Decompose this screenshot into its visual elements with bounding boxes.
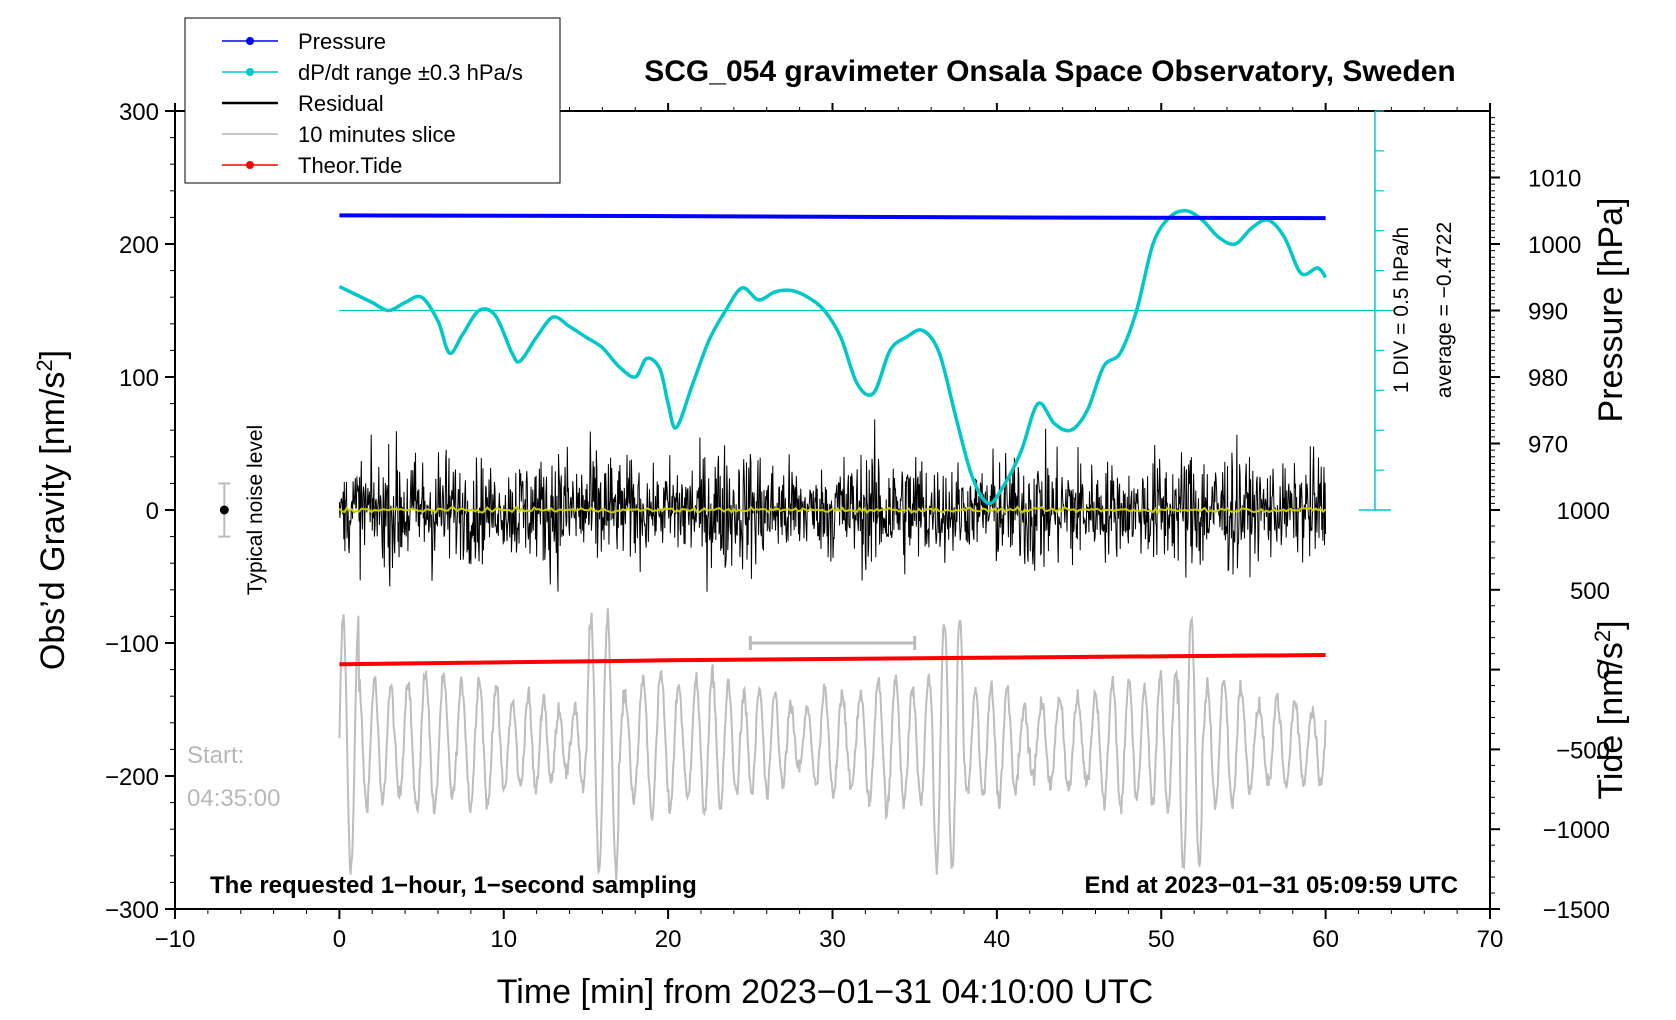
legend-label: Theor.Tide: [298, 153, 402, 178]
tide-tick-label: −500: [1556, 737, 1610, 764]
y-tick-label: −100: [105, 631, 159, 658]
legend-label: 10 minutes slice: [298, 122, 456, 147]
tide-axis-title-sup: 2: [1590, 630, 1615, 642]
dpdt-layer: [338, 208, 1328, 506]
tide-tick-label: 500: [1570, 578, 1610, 605]
average-label: average = −0.4722: [1433, 222, 1456, 398]
div-label: 1 DIV = 0.5 hPa/h: [1390, 227, 1413, 393]
pressure-tick-label: 990: [1528, 299, 1568, 326]
residual-smoothed-layer: [338, 505, 1327, 515]
tide-axis-title: Tide [nm/s2]: [1590, 620, 1630, 799]
y-tick-label: 0: [146, 498, 159, 525]
x-tick-label: 30: [819, 926, 846, 953]
typical-noise-text: Typical noise level: [244, 425, 267, 595]
scale-bars-layer: [218, 110, 1391, 650]
x-tick-label: 10: [490, 926, 517, 953]
pressure-tick-label: 980: [1528, 365, 1568, 392]
pressure-tick-label: 1010: [1528, 166, 1581, 193]
y-axis-title-base: Obs’d Gravity [nm/s: [34, 372, 72, 671]
pressure-axis-title-text: Pressure [hPa]: [1592, 198, 1630, 423]
legend-swatch-marker: [246, 37, 254, 45]
ten-minute-slice-layer: [338, 608, 1327, 881]
legend-swatch-marker: [246, 68, 254, 76]
pressure-line: [339, 213, 1326, 221]
legend-swatch-marker: [246, 161, 254, 169]
legend-box: [184, 17, 561, 184]
y-tick-label: −200: [105, 764, 159, 791]
tide-tick-label: 1000: [1557, 498, 1610, 525]
legend-label: dP/dt range ±0.3 hPa/s: [298, 60, 523, 85]
y-tick-label: 100: [119, 365, 159, 392]
tide-tick-label: −1000: [1543, 817, 1610, 844]
legend-label: Pressure: [298, 29, 386, 54]
y-tick-label: 200: [119, 232, 159, 259]
y-axis-title-sup: 2: [32, 359, 57, 371]
y-tick-label: 300: [119, 99, 159, 126]
x-axis-title: Time [min] from 2023−01−31 04:10:00 UTC: [497, 973, 1153, 1011]
start-label: Start:: [187, 742, 244, 769]
y-axis-ticks: −300 −200 −100 0 100 200 300: [105, 99, 175, 924]
x-tick-label: 0: [333, 926, 346, 953]
x-tick-label: 40: [984, 926, 1011, 953]
tide-axis-title-end: ]: [1592, 620, 1630, 629]
dpdt-line: [338, 208, 1328, 506]
x-tick-label: −10: [155, 926, 196, 953]
legend: Pressure dP/dt range ±0.3 hPa/s Residual 10…: [184, 17, 561, 184]
tide-tick-label: −1500: [1543, 897, 1610, 924]
pressure-layer: [339, 213, 1326, 221]
tide-axis-title-base: Tide [nm/s: [1592, 642, 1630, 799]
tide-axis-title-text: Tide [nm/s2]: [1590, 620, 1630, 799]
average-label-text: average = −0.4722: [1433, 222, 1456, 398]
chart-title: SCG_054 gravimeter Onsala Space Observat…: [644, 55, 1456, 88]
tide-layer: [339, 653, 1326, 667]
pressure-axis-title: Pressure [hPa]: [1592, 198, 1630, 423]
start-time: 04:35:00: [187, 785, 280, 812]
end-time-note: End at 2023−01−31 05:09:59 UTC: [1084, 872, 1458, 899]
residual-smoothed-line: [338, 505, 1327, 515]
noise-marker-dot: [219, 505, 229, 515]
tide-tick-label: 0: [1597, 658, 1610, 685]
x-tick-label: 60: [1312, 926, 1339, 953]
y-axis-title-text: Obs’d Gravity [nm/s2]: [32, 350, 72, 670]
x-tick-label: 70: [1477, 926, 1504, 953]
pressure-tick-label: 970: [1528, 432, 1568, 459]
x-axis-ticks: −10 0 10 20 30 40 50 60 70: [155, 103, 1504, 953]
pressure-axis-ticks: 970 980 990 1000 1010: [1490, 117, 1581, 504]
y-tick-label: −300: [105, 897, 159, 924]
pressure-tick-label: 1000: [1528, 232, 1581, 259]
div-label-text: 1 DIV = 0.5 hPa/h: [1390, 227, 1413, 393]
tide-axis-ticks: −1500 −1000 −500 0 500 1000: [1490, 498, 1610, 924]
typical-noise-label: Typical noise level: [244, 425, 267, 595]
ten-minute-slice-line: [338, 608, 1327, 881]
y-axis-title-left: Obs’d Gravity [nm/s2]: [32, 350, 72, 670]
x-tick-label: 20: [655, 926, 682, 953]
y-axis-title-end: ]: [34, 350, 72, 359]
legend-label: Residual: [298, 91, 384, 116]
sampling-note: The requested 1−hour, 1−second sampling: [210, 872, 697, 899]
x-tick-label: 50: [1148, 926, 1175, 953]
tide-line: [339, 653, 1326, 667]
